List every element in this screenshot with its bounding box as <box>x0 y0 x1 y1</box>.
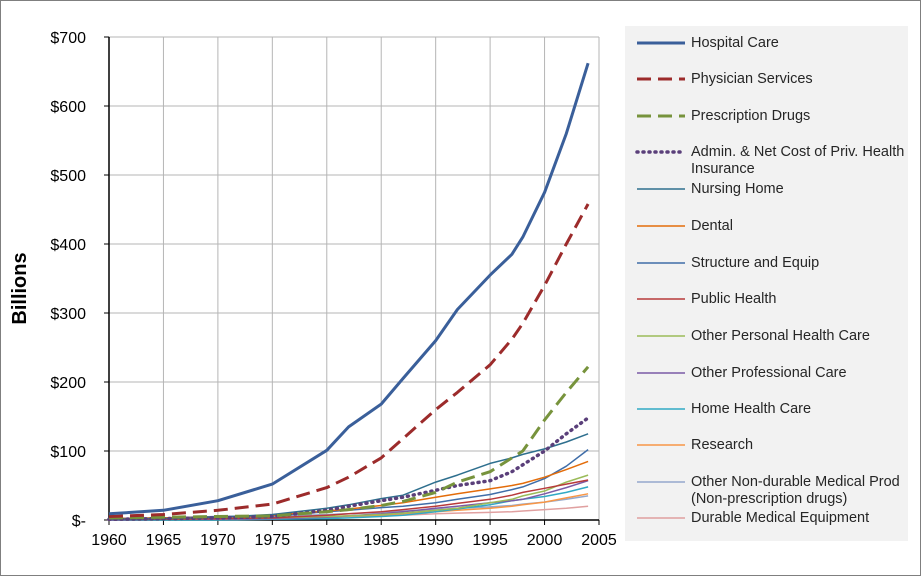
legend-item: Dental <box>625 218 908 258</box>
chart-legend: Hospital Care Physician Services Prescript… <box>625 26 908 541</box>
legend-label: Physician Services <box>691 71 813 87</box>
y-tick-label: $600 <box>50 99 86 116</box>
legend-swatch <box>637 335 685 337</box>
series-line-public-health <box>109 479 589 521</box>
x-tick-label: 2000 <box>527 532 563 549</box>
y-tick-label: $- <box>72 513 86 530</box>
legend-item: Physician Services <box>625 71 908 111</box>
legend-label: Other Professional Care <box>691 365 847 381</box>
legend-swatch <box>637 41 685 45</box>
legend-label: Other Personal Health Care <box>691 328 870 344</box>
chart-plot: 1960 1965 1970 1975 1980 1985 1990 1995 2000 2005… <box>9 30 617 549</box>
legend-swatch <box>637 77 685 81</box>
x-tick-label: 1970 <box>200 532 236 549</box>
y-tick-label: $700 <box>50 30 86 47</box>
legend-swatch <box>637 225 685 227</box>
legend-swatch <box>635 150 687 154</box>
x-tick-label: 1965 <box>146 532 182 549</box>
legend-label: Research <box>691 437 754 453</box>
x-tick-label: 1995 <box>472 532 508 549</box>
x-tick-label: 2005 <box>581 532 617 549</box>
x-tick-label: 1980 <box>309 532 345 549</box>
legend-swatch <box>637 262 685 264</box>
legend-swatch <box>637 444 685 446</box>
legend-label: Structure and Equip <box>691 255 820 271</box>
x-tick-label: 1975 <box>255 532 291 549</box>
legend-label: Admin. & Net Cost of Priv. Health Insura… <box>691 144 905 177</box>
legend-item: Structure and Equip <box>625 255 908 295</box>
legend-item: Durable Medical Equipment <box>625 510 908 550</box>
series-line-prescription-drugs <box>108 365 590 520</box>
legend-item: Home Health Care <box>625 401 908 441</box>
series-line-admin-net-cost-of-priv-health-insurance <box>107 416 590 522</box>
series-line-physician-services <box>108 203 590 518</box>
legend-label: Home Health Care <box>691 401 812 417</box>
legend-item: Hospital Care <box>625 35 908 75</box>
legend-swatch <box>637 408 685 410</box>
legend-label: Dental <box>691 218 733 234</box>
x-tick-label: 1985 <box>363 532 399 549</box>
legend-item: Prescription Drugs <box>625 108 908 148</box>
legend-item: Public Health <box>625 291 908 331</box>
y-axis-label: Billions <box>9 252 31 324</box>
y-tick-label: $200 <box>50 375 86 392</box>
y-tick-label: $100 <box>50 444 86 461</box>
legend-swatch <box>637 481 685 483</box>
legend-label: Durable Medical Equipment <box>691 510 870 526</box>
legend-item: Other Personal Health Care <box>625 328 908 368</box>
legend-item: Research <box>625 437 908 477</box>
legend-item: Nursing Home <box>625 181 908 221</box>
legend-label: Other Non-durable Medical Prod (Non-pres… <box>691 474 900 507</box>
y-tick-label: $500 <box>50 168 86 185</box>
legend-label: Hospital Care <box>691 35 779 51</box>
x-tick-label: 1960 <box>91 532 127 549</box>
legend-item: Admin. & Net Cost of Priv. Health Insura… <box>625 144 908 184</box>
legend-swatch <box>637 188 685 190</box>
legend-swatch <box>637 298 685 300</box>
x-tick-label: 1990 <box>418 532 454 549</box>
legend-label: Prescription Drugs <box>691 108 811 124</box>
y-tick-label: $400 <box>50 237 86 254</box>
legend-swatch <box>637 372 685 374</box>
legend-item: Other Non-durable Medical Prod (Non-pres… <box>625 474 908 514</box>
legend-swatch <box>637 114 685 118</box>
legend-label: Public Health <box>691 291 777 307</box>
series-line-home-health-care <box>109 486 589 521</box>
legend-swatch <box>637 517 685 519</box>
legend-item: Other Professional Care <box>625 365 908 405</box>
legend-label: Nursing Home <box>691 181 784 197</box>
series-line-hospital-care <box>108 62 590 516</box>
y-tick-label: $300 <box>50 306 86 323</box>
